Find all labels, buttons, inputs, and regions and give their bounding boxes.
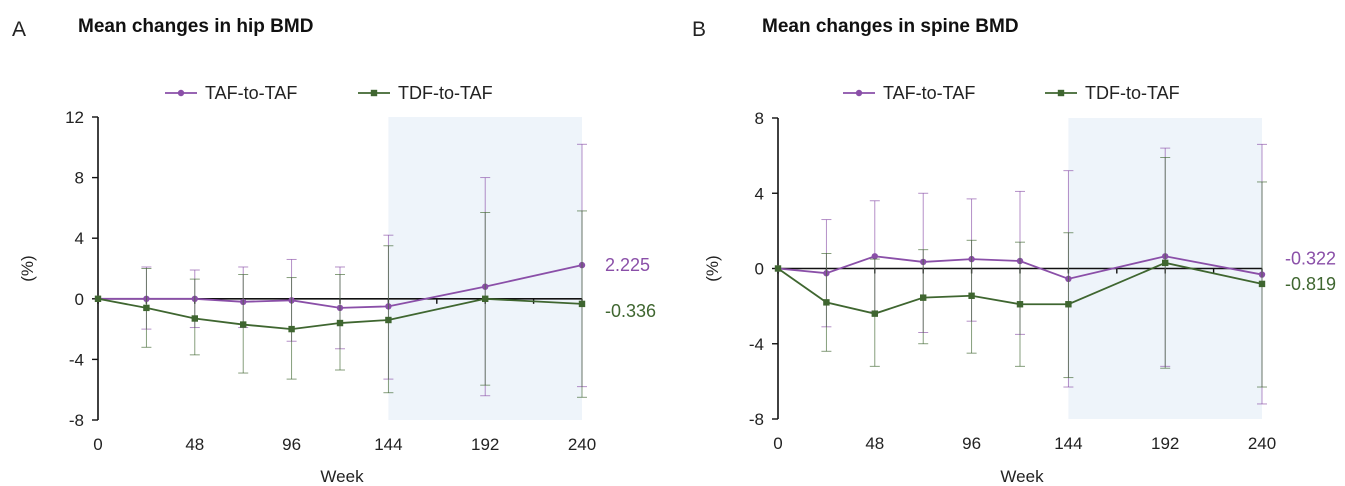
p1-series-tdf-point-240	[578, 300, 586, 308]
panel-letter-b: B	[692, 18, 707, 41]
p2-series-tdf-point-192	[1162, 259, 1169, 267]
p1-series-tdf-point-48	[191, 315, 198, 322]
p2-y-tick-label-8: 8	[755, 109, 764, 128]
p1-y-tick-label-0: 0	[75, 290, 84, 309]
panel-title-a: Mean changes in hip BMD	[78, 16, 314, 37]
p2-x-axis-label: Week	[1000, 467, 1044, 486]
panel-title-b: Mean changes in spine BMD	[762, 16, 1019, 37]
panel-letter-a: A	[12, 18, 27, 41]
p2-x-tick-label-192: 192	[1151, 434, 1179, 453]
p2-series-tdf-point-96	[968, 292, 975, 299]
p2-y-axis-label: (%)	[703, 255, 722, 281]
p1-y-tick-label--8: -8	[69, 411, 84, 430]
p1-y-tick-label-8: 8	[75, 169, 84, 188]
p1-series-tdf-legend-label: TDF-to-TAF	[398, 83, 493, 103]
p1-y-tick-label-12: 12	[65, 108, 84, 127]
p2-series-tdf-point-72	[920, 294, 927, 301]
p2-y-tick-label--4: -4	[749, 335, 764, 354]
p1-x-axis-label: Week	[320, 467, 364, 486]
p2-x-tick-label-96: 96	[962, 434, 981, 453]
p1-series-tdf-point-72	[240, 321, 247, 328]
p2-x-tick-label-0: 0	[773, 434, 782, 453]
p1-y-tick-label-4: 4	[75, 229, 84, 248]
p2-series-tdf-point-120	[1016, 301, 1024, 308]
p2-x-tick-label-240: 240	[1248, 434, 1276, 453]
p1-series-tdf-point-0	[94, 295, 102, 302]
p1-series-taf-legend-marker	[177, 89, 185, 97]
p1-y-tick-label--4: -4	[69, 350, 84, 369]
p2-series-taf-legend-label: TAF-to-TAF	[883, 83, 975, 103]
p2-series-taf-legend-marker	[855, 89, 863, 97]
p2-series-tdf-point-240	[1258, 280, 1266, 288]
p2-series-tdf-point-24	[823, 299, 830, 306]
p2-series-taf-point-48	[871, 253, 878, 260]
p1-y-axis-label: (%)	[18, 255, 37, 281]
p2-series-tdf-legend-marker	[1057, 89, 1065, 97]
p1-x-tick-label-0: 0	[93, 435, 102, 454]
p2-series-tdf-point-0	[774, 265, 782, 272]
p2-x-tick-label-48: 48	[865, 434, 884, 453]
p1-series-tdf-point-24	[143, 304, 150, 312]
p2-x-tick-label-144: 144	[1054, 434, 1082, 453]
p2-y-tick-label--8: -8	[749, 410, 764, 429]
p1-series-taf-legend-label: TAF-to-TAF	[205, 83, 297, 103]
p1-x-tick-label-192: 192	[471, 435, 499, 454]
p2-series-tdf-point-144	[1065, 301, 1072, 308]
p1-x-tick-label-96: 96	[282, 435, 301, 454]
p2-y-tick-label-0: 0	[755, 260, 764, 279]
p1-series-tdf-point-96	[288, 325, 295, 333]
p2-series-taf-end-label: -0.322	[1285, 249, 1336, 269]
p1-series-tdf-point-144	[385, 316, 392, 324]
p2-y-tick-label-4: 4	[755, 184, 764, 203]
p1-x-tick-label-48: 48	[185, 435, 204, 454]
p1-series-taf-end-label: 2.225	[605, 255, 650, 275]
p2-series-tdf-legend-label: TDF-to-TAF	[1085, 83, 1180, 103]
p2-series-tdf-point-48	[871, 310, 878, 317]
p1-series-tdf-point-120	[336, 319, 344, 327]
p1-series-tdf-end-label: -0.336	[605, 301, 656, 321]
p1-series-tdf-point-192	[482, 295, 489, 302]
p1-series-tdf-legend-marker	[370, 89, 378, 97]
p1-x-tick-label-144: 144	[374, 435, 402, 454]
p1-x-tick-label-240: 240	[568, 435, 596, 454]
p2-series-tdf-end-label: -0.819	[1285, 274, 1336, 294]
